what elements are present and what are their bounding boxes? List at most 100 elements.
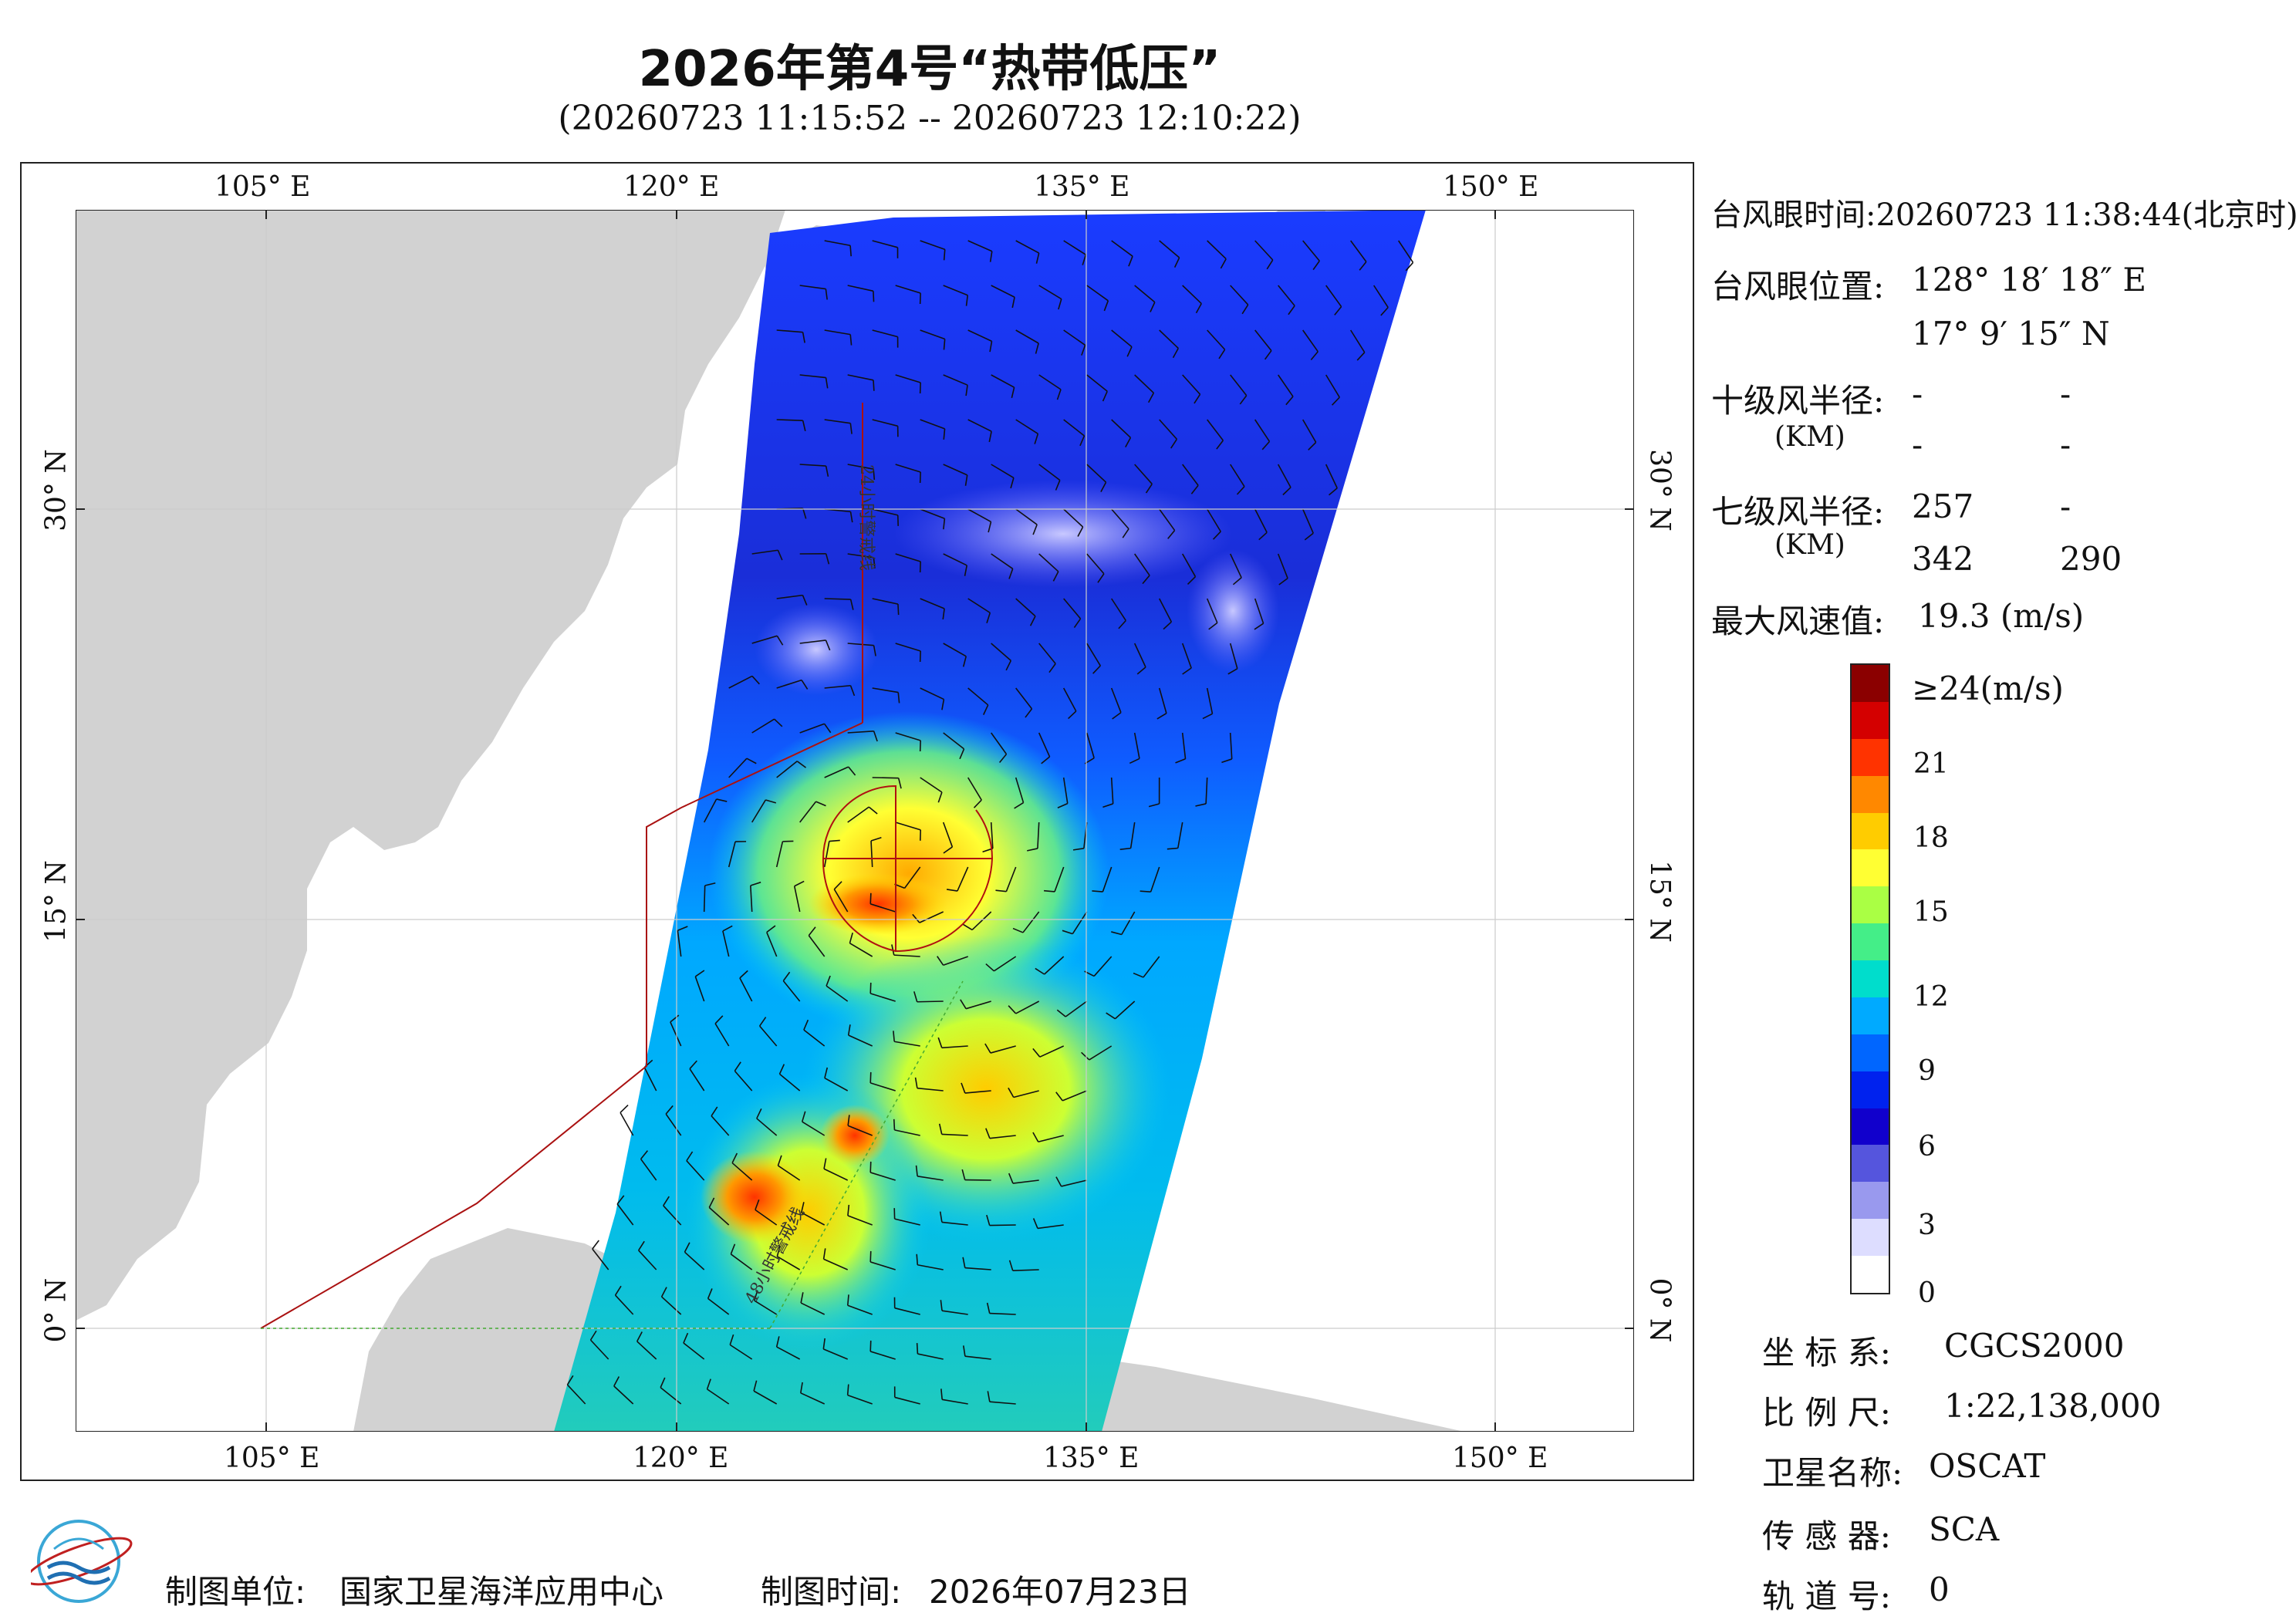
wind-barb-feather xyxy=(1012,927,1024,933)
wind-barb-feather xyxy=(1032,1132,1039,1142)
wind-barb-feather xyxy=(739,970,748,979)
wind-barb-feather xyxy=(589,1330,597,1341)
lon-label-bottom-105: 105° E xyxy=(224,1442,320,1474)
wind-barb xyxy=(714,1023,730,1047)
wind-barb xyxy=(1134,285,1156,303)
r7-label: 七级风半径: xyxy=(1711,493,1885,531)
wind-barb-feather xyxy=(799,1382,803,1393)
wind-barb-feather xyxy=(755,1199,760,1210)
wind-barb-feather xyxy=(943,846,953,854)
wind-barb-feather xyxy=(825,639,831,651)
wind-barb-feather xyxy=(1034,434,1039,444)
wind-barb xyxy=(1037,822,1040,849)
lon-label-top-135: 135° E xyxy=(1034,171,1130,203)
wind-barb xyxy=(989,1135,1016,1139)
wind-barb xyxy=(1038,285,1062,300)
wind-barb-feather xyxy=(1102,803,1113,808)
wind-barb-feather xyxy=(937,956,944,966)
wind-barb xyxy=(920,240,946,251)
wind-barb-feather xyxy=(1073,618,1082,628)
wind-barb-feather xyxy=(1032,524,1038,535)
wind-barb-feather xyxy=(962,923,973,931)
wind-barb xyxy=(753,1390,778,1405)
wind-barb xyxy=(754,1300,778,1315)
wind-barb-feather xyxy=(962,1257,966,1268)
wind-barb-feather xyxy=(1032,1218,1038,1229)
wind-barb xyxy=(776,1256,801,1270)
eye-time-label: 台风眼时间: xyxy=(1711,197,1876,233)
wind-barb xyxy=(991,374,1015,388)
wind-barb xyxy=(1278,285,1295,306)
wind-barb xyxy=(1133,732,1140,759)
wind-barb xyxy=(989,1401,1016,1405)
scale-value: 1:22,138,000 xyxy=(1944,1387,2162,1425)
wind-barb-feather xyxy=(986,1214,991,1226)
wind-barb xyxy=(1207,240,1227,260)
wind-barb xyxy=(1015,508,1038,525)
wind-barb xyxy=(776,329,803,333)
wind-barb-feather xyxy=(961,1082,966,1094)
wind-barb-feather xyxy=(870,837,882,842)
wind-barb-feather xyxy=(1216,440,1224,450)
wind-barb-feather xyxy=(964,474,968,486)
wind-barb xyxy=(1054,866,1065,892)
wind-barb-feather xyxy=(989,251,993,262)
wind-barb xyxy=(1206,687,1214,714)
wind-barb-feather xyxy=(1142,575,1150,585)
wind-barb xyxy=(636,1341,657,1360)
wind-barb-feather xyxy=(1170,438,1178,449)
colorbar-segment xyxy=(1852,1071,1889,1108)
wind-barb-feather xyxy=(869,1161,872,1173)
lat-label-right-30: 30° N xyxy=(1643,449,1676,531)
wind-barb-feather xyxy=(677,926,688,932)
wind-barb-feather xyxy=(766,925,776,933)
wind-barb xyxy=(1182,374,1201,395)
wind-barb xyxy=(872,240,898,248)
wind-barb-feather xyxy=(1129,758,1140,764)
lon-label-top-150: 150° E xyxy=(1443,171,1539,203)
wind-barb xyxy=(1093,956,1113,977)
wind-barb xyxy=(799,285,826,290)
wind-barb-feather xyxy=(829,839,840,842)
wind-barb-feather xyxy=(1008,1087,1015,1098)
wind-barb-feather xyxy=(758,1017,767,1027)
wind-barb-feather xyxy=(753,1380,758,1392)
wind-barb-feather xyxy=(1092,890,1103,892)
wind-barb-feather xyxy=(995,889,1007,892)
wind-barb-feather xyxy=(937,1037,943,1048)
wind-barb-feather xyxy=(1167,530,1176,539)
colorbar-segment xyxy=(1852,923,1889,960)
wind-barb-feather xyxy=(1097,573,1105,583)
lat-label-right-15: 15° N xyxy=(1643,860,1676,943)
wind-barb xyxy=(824,766,849,778)
wind-barb-feather xyxy=(801,1111,806,1122)
wind-barb xyxy=(847,374,874,381)
wind-barb-feather xyxy=(1145,483,1153,494)
wind-barb-feather xyxy=(919,471,921,484)
nsoas-logo-icon xyxy=(31,1520,133,1603)
axis-ticks xyxy=(76,210,1634,1432)
wind-barb xyxy=(942,822,954,848)
wind-barb xyxy=(1230,374,1248,396)
wind-barb xyxy=(1350,240,1367,262)
wind-barb xyxy=(895,464,921,473)
wind-barb-feather xyxy=(916,1343,919,1355)
wind-barb-feather xyxy=(849,423,853,434)
wind-barb-feather xyxy=(849,685,856,697)
wind-barb xyxy=(869,1172,896,1181)
wind-barb xyxy=(991,732,1008,755)
wind-barb xyxy=(1254,329,1272,352)
wind-barb-feather xyxy=(919,650,921,663)
wind-barb-feather xyxy=(873,731,878,742)
wind-barb xyxy=(728,841,736,868)
wind-field-map: 24小时警戒线 48小时警戒线 xyxy=(76,210,1634,1432)
wind-barb-feather xyxy=(825,465,829,477)
wind-barb xyxy=(991,464,1015,479)
wind-barb xyxy=(670,1021,682,1047)
wind-barb xyxy=(872,687,899,693)
wind-barb xyxy=(1086,643,1101,666)
wind-barb xyxy=(1133,643,1146,668)
wind-barb-feather xyxy=(1035,342,1039,354)
wind-barb-feather xyxy=(1052,571,1059,582)
wind-barb xyxy=(943,374,968,386)
